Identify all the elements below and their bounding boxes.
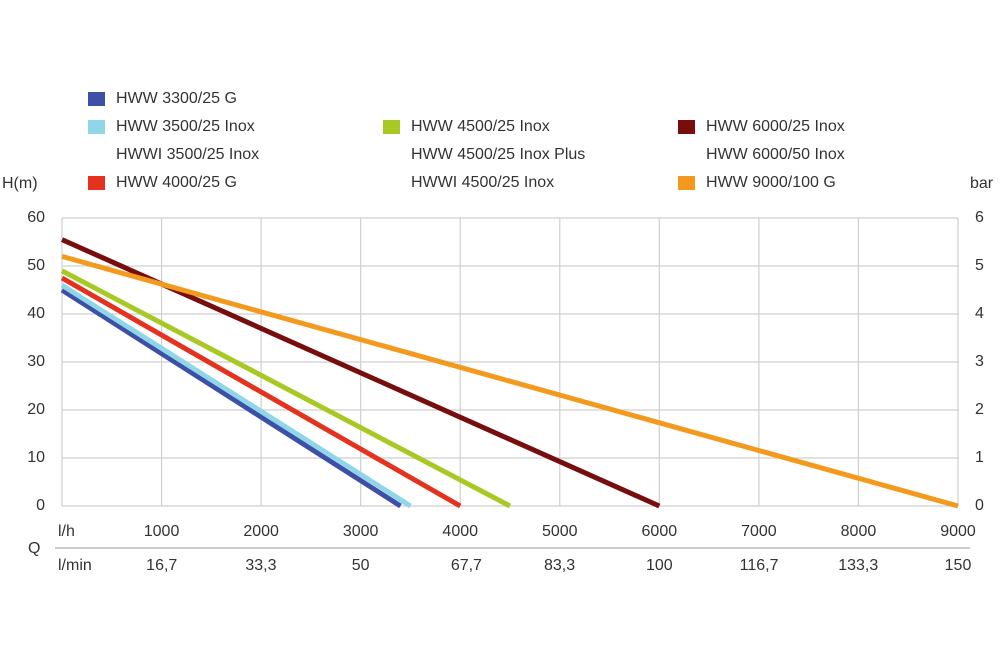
y2-tick-label: 1 xyxy=(975,449,984,466)
x-axis-label: l/h xyxy=(58,523,75,540)
y-tick-label: 0 xyxy=(36,497,45,514)
y2-tick-label: 4 xyxy=(975,305,984,322)
x2-tick-label: 50 xyxy=(352,557,370,574)
y2-tick-label: 3 xyxy=(975,353,984,370)
y2-tick-label: 6 xyxy=(975,209,984,226)
series-line xyxy=(61,253,959,509)
legend-label: HWW 4000/25 G xyxy=(116,174,237,191)
legend-swatch xyxy=(383,120,400,134)
legend-label: HWW 6000/25 Inox xyxy=(706,118,845,135)
x-tick-label: 6000 xyxy=(642,523,678,540)
x2-tick-label: 133,3 xyxy=(838,557,878,574)
y2-axis-label: bar xyxy=(970,175,994,192)
y-tick-label: 60 xyxy=(27,209,45,226)
x2-tick-label: 83,3 xyxy=(544,557,575,574)
series-line xyxy=(60,287,402,509)
legend-label: HWW 4500/25 Inox xyxy=(411,118,550,135)
legend-swatch xyxy=(678,120,695,134)
x2-axis-label: l/min xyxy=(58,557,92,574)
legend-label: HWW 6000/50 Inox xyxy=(706,146,845,163)
y-tick-label: 50 xyxy=(27,257,45,274)
legend-swatch xyxy=(88,120,105,134)
legend-swatch xyxy=(678,176,695,190)
y2-tick-label: 0 xyxy=(975,497,984,514)
legend-label: HWW 4500/25 Inox Plus xyxy=(411,146,585,163)
series-line xyxy=(60,283,412,509)
y-tick-label: 40 xyxy=(27,305,45,322)
x-tick-label: 1000 xyxy=(144,523,180,540)
legend-swatch xyxy=(88,92,105,106)
series-line xyxy=(60,275,462,509)
x-tick-label: 3000 xyxy=(343,523,379,540)
series-line xyxy=(60,268,512,509)
x2-tick-label: 100 xyxy=(646,557,673,574)
y-tick-label: 20 xyxy=(27,401,45,418)
x-axis-group-label: Q xyxy=(28,540,40,557)
y-axis-label: H(m) xyxy=(2,175,38,192)
legend-label: HWWI 4500/25 Inox xyxy=(411,174,554,191)
legend-label: HWW 9000/100 G xyxy=(706,174,836,191)
x2-tick-label: 116,7 xyxy=(740,557,779,574)
legend-label: HWW 3500/25 Inox xyxy=(116,118,255,135)
x2-tick-label: 33,3 xyxy=(245,557,276,574)
x-tick-label: 8000 xyxy=(841,523,877,540)
legend-swatch xyxy=(88,176,105,190)
y-tick-label: 10 xyxy=(27,449,45,466)
x-tick-label: 4000 xyxy=(442,523,478,540)
x2-tick-label: 16,7 xyxy=(146,557,177,574)
x-tick-label: 2000 xyxy=(243,523,279,540)
y2-tick-label: 2 xyxy=(975,401,984,418)
x-tick-label: 7000 xyxy=(741,523,777,540)
x2-tick-label: 67,7 xyxy=(451,557,482,574)
x-tick-label: 9000 xyxy=(940,523,976,540)
y2-tick-label: 5 xyxy=(975,257,984,274)
legend-label: HWW 3300/25 G xyxy=(116,90,237,107)
x-tick-label: 5000 xyxy=(542,523,578,540)
y-tick-label: 30 xyxy=(27,353,45,370)
x2-tick-label: 150 xyxy=(945,557,972,574)
legend-label: HWWI 3500/25 Inox xyxy=(116,146,259,163)
